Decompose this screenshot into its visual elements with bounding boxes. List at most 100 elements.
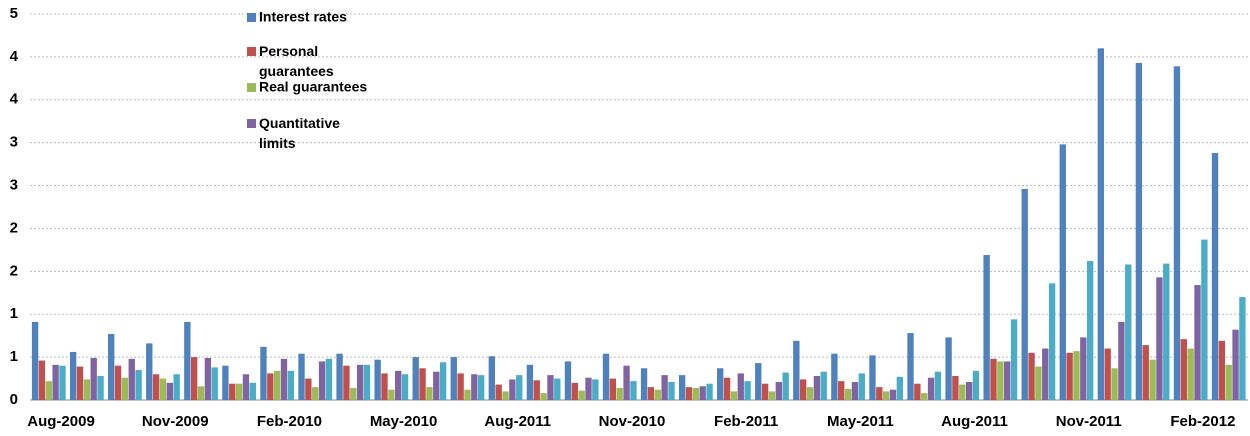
y-tick-label: 4 xyxy=(10,48,19,65)
x-tick-label: Feb-2011 xyxy=(714,413,778,430)
bar xyxy=(623,365,630,400)
bar xyxy=(685,387,693,400)
bar xyxy=(229,383,236,400)
x-tick-label: May-2011 xyxy=(827,413,894,430)
bar xyxy=(1218,340,1226,400)
bar xyxy=(1111,368,1118,400)
x-tick-label: Aug-2009 xyxy=(27,413,95,430)
bar xyxy=(267,373,274,400)
y-tick-label: 1 xyxy=(10,305,18,322)
bar xyxy=(755,363,762,400)
bar xyxy=(59,365,66,400)
bar xyxy=(97,375,104,400)
bar xyxy=(356,364,364,400)
legend-label: Real guarantees xyxy=(259,79,367,95)
bar xyxy=(699,386,706,400)
y-tick-label: 2 xyxy=(10,219,18,236)
bar xyxy=(374,359,381,400)
bar xyxy=(495,384,502,400)
bar xyxy=(602,353,610,400)
bar xyxy=(706,383,713,400)
bar xyxy=(381,373,388,400)
bar xyxy=(554,378,561,400)
bar xyxy=(146,343,153,400)
legend-swatch xyxy=(247,13,256,22)
bar xyxy=(191,357,198,400)
x-tick-label: Nov-2010 xyxy=(599,413,666,430)
bar xyxy=(730,391,738,400)
bar xyxy=(630,381,637,400)
y-tick-label: 2 xyxy=(10,262,18,279)
bar xyxy=(927,377,935,400)
bar xyxy=(768,391,776,400)
bar xyxy=(838,381,845,400)
bar xyxy=(1163,263,1170,400)
bar xyxy=(592,379,599,400)
bar xyxy=(114,365,122,400)
bar xyxy=(907,333,914,400)
bar xyxy=(616,387,623,400)
bar xyxy=(388,389,395,400)
bar xyxy=(488,356,496,400)
bar xyxy=(121,377,129,400)
bar xyxy=(471,374,478,400)
bar xyxy=(1173,66,1181,400)
bar xyxy=(1239,297,1246,400)
bar xyxy=(1066,352,1073,400)
bar xyxy=(395,370,402,400)
bar xyxy=(273,370,281,400)
bar xyxy=(90,357,97,400)
bar xyxy=(1010,319,1018,400)
legend-swatch xyxy=(247,47,256,56)
bar xyxy=(1021,188,1028,400)
bar xyxy=(889,389,897,400)
bar xyxy=(1156,277,1163,400)
y-tick-label: 4 xyxy=(10,91,19,108)
bar xyxy=(983,255,990,400)
bar xyxy=(343,365,350,400)
bar xyxy=(876,387,883,400)
bar xyxy=(1073,351,1080,400)
bar xyxy=(1059,144,1066,400)
bar xyxy=(820,371,827,400)
bar xyxy=(609,378,617,400)
bar xyxy=(242,374,250,400)
bar xyxy=(526,364,534,400)
bar xyxy=(1118,321,1125,400)
bar xyxy=(426,387,433,400)
bar xyxy=(312,387,319,400)
bar xyxy=(813,375,821,400)
bar xyxy=(896,376,904,400)
bar xyxy=(52,364,59,400)
bar xyxy=(305,378,312,400)
bar xyxy=(166,382,173,400)
bar xyxy=(173,374,180,400)
bar xyxy=(678,375,686,400)
bar xyxy=(692,387,700,400)
bar xyxy=(1125,264,1132,400)
bar xyxy=(38,360,46,400)
bar xyxy=(336,353,343,400)
bar xyxy=(204,357,212,400)
bar xyxy=(972,370,980,400)
bar xyxy=(668,381,675,400)
bar xyxy=(782,372,789,400)
bar xyxy=(287,370,295,400)
legend-label: Interest rates xyxy=(259,9,347,25)
bar xyxy=(502,391,509,400)
bar xyxy=(945,337,952,400)
bar xyxy=(433,371,440,400)
bar xyxy=(235,383,243,400)
bar xyxy=(1194,285,1201,400)
bar xyxy=(744,381,751,400)
bar xyxy=(1042,348,1049,400)
bar xyxy=(800,379,807,400)
bar xyxy=(83,379,91,400)
bar xyxy=(990,358,997,400)
bar xyxy=(1097,48,1105,401)
bar xyxy=(997,361,1004,400)
bar xyxy=(128,358,135,400)
bar xyxy=(516,375,523,400)
x-tick-label: May-2010 xyxy=(370,413,438,430)
